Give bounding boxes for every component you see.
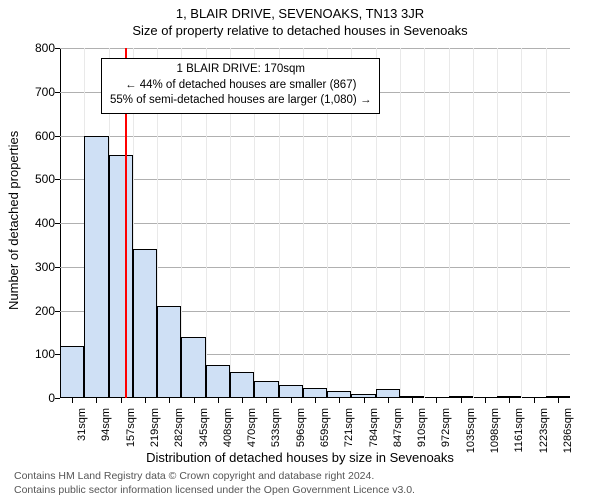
callout-line-3: 55% of semi-detached houses are larger (…	[110, 93, 371, 109]
xtick-label: 784sqm	[368, 408, 380, 468]
xtick-label: 910sqm	[416, 408, 428, 468]
ytick-label: 500	[5, 172, 55, 186]
xtick-mark	[364, 398, 365, 403]
xtick-mark	[412, 398, 413, 403]
xtick-label: 219sqm	[149, 408, 161, 468]
ytick-label: 600	[5, 129, 55, 143]
xtick-label: 847sqm	[392, 408, 404, 468]
xtick-mark	[266, 398, 267, 403]
gridline-h	[60, 179, 570, 180]
xtick-mark	[388, 398, 389, 403]
gridline-v	[449, 48, 450, 398]
xtick-mark	[218, 398, 219, 403]
xtick-label: 94sqm	[100, 408, 112, 468]
xtick-label: 1098sqm	[489, 408, 501, 468]
ytick-mark	[55, 398, 60, 399]
xtick-mark	[461, 398, 462, 403]
gridline-v	[521, 48, 522, 398]
footer-line-2: Contains public sector information licen…	[14, 484, 415, 496]
xtick-mark	[291, 398, 292, 403]
xtick-mark	[315, 398, 316, 403]
xtick-label: 972sqm	[440, 408, 452, 468]
ytick-mark	[55, 92, 60, 93]
histogram-bar	[109, 155, 133, 398]
histogram-bar	[230, 372, 254, 398]
xtick-mark	[558, 398, 559, 403]
ytick-label: 800	[5, 41, 55, 55]
ytick-mark	[55, 179, 60, 180]
ytick-mark	[55, 267, 60, 268]
ytick-label: 300	[5, 260, 55, 274]
ytick-label: 700	[5, 85, 55, 99]
gridline-v	[497, 48, 498, 398]
xtick-mark	[242, 398, 243, 403]
xtick-mark	[339, 398, 340, 403]
xtick-mark	[72, 398, 73, 403]
xtick-mark	[169, 398, 170, 403]
xtick-label: 1161sqm	[513, 408, 525, 468]
callout-line-1: 1 BLAIR DRIVE: 170sqm	[110, 62, 371, 78]
gridline-v	[400, 48, 401, 398]
address-title: 1, BLAIR DRIVE, SEVENOAKS, TN13 3JR	[0, 0, 600, 21]
xtick-label: 470sqm	[246, 408, 258, 468]
histogram-bar	[303, 388, 327, 398]
gridline-v	[546, 48, 547, 398]
xtick-label: 157sqm	[125, 408, 137, 468]
ytick-mark	[55, 136, 60, 137]
xtick-mark	[145, 398, 146, 403]
ytick-label: 0	[5, 391, 55, 405]
histogram-bar	[376, 389, 400, 398]
xtick-label: 282sqm	[173, 408, 185, 468]
xtick-label: 659sqm	[319, 408, 331, 468]
histogram-bar	[133, 249, 157, 398]
ytick-label: 200	[5, 304, 55, 318]
xtick-label: 721sqm	[343, 408, 355, 468]
histogram-bar	[279, 385, 303, 398]
xtick-label: 1223sqm	[538, 408, 550, 468]
gridline-h	[60, 48, 570, 49]
histogram-bar	[181, 337, 205, 398]
gridline-v	[473, 48, 474, 398]
histogram-bar	[254, 381, 278, 399]
xtick-mark	[96, 398, 97, 403]
xtick-label: 1035sqm	[465, 408, 477, 468]
xtick-label: 596sqm	[295, 408, 307, 468]
callout-box: 1 BLAIR DRIVE: 170sqm ← 44% of detached …	[101, 58, 380, 114]
histogram-bar	[206, 365, 230, 398]
ytick-mark	[55, 311, 60, 312]
xtick-mark	[485, 398, 486, 403]
xtick-mark	[194, 398, 195, 403]
histogram-bar	[60, 346, 84, 399]
xtick-mark	[436, 398, 437, 403]
gridline-h	[60, 136, 570, 137]
ytick-mark	[55, 223, 60, 224]
footer-line-1: Contains HM Land Registry data © Crown c…	[14, 470, 374, 482]
xtick-mark	[534, 398, 535, 403]
histogram-bar	[157, 306, 181, 398]
ytick-label: 100	[5, 347, 55, 361]
histogram-bar	[84, 136, 108, 399]
xtick-label: 345sqm	[198, 408, 210, 468]
ytick-mark	[55, 48, 60, 49]
figure: { "address": "1, BLAIR DRIVE, SEVENOAKS,…	[0, 0, 600, 500]
xtick-label: 31sqm	[76, 408, 88, 468]
callout-line-2: ← 44% of detached houses are smaller (86…	[110, 78, 371, 94]
xtick-label: 408sqm	[222, 408, 234, 468]
xtick-label: 1286sqm	[562, 408, 574, 468]
xtick-mark	[121, 398, 122, 403]
xtick-label: 533sqm	[270, 408, 282, 468]
xtick-mark	[509, 398, 510, 403]
ytick-label: 400	[5, 216, 55, 230]
gridline-v	[424, 48, 425, 398]
subtitle: Size of property relative to detached ho…	[0, 21, 600, 40]
gridline-h	[60, 223, 570, 224]
